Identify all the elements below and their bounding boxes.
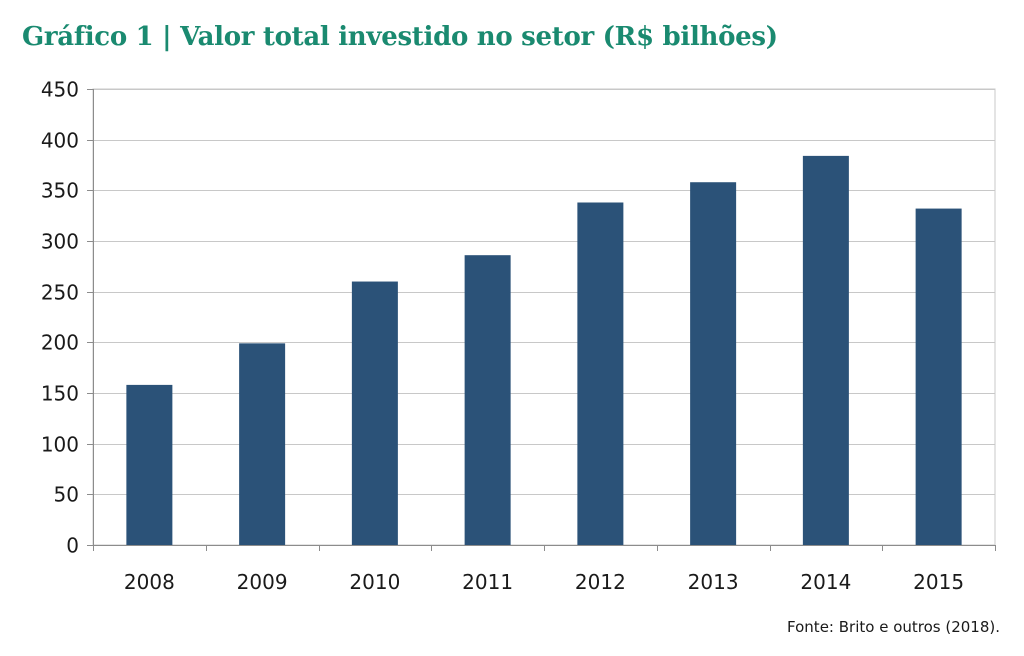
y-tick-labels: 0 50 100 150 200 250 300 350 400 450 (41, 78, 79, 558)
y-tick-label: 0 (66, 534, 79, 558)
gridlines (92, 88, 996, 546)
y-tick-label: 400 (41, 129, 79, 153)
bars (126, 155, 962, 546)
bar-2012 (577, 202, 624, 545)
x-tick-label: 2009 (237, 570, 288, 594)
x-tick-labels: 2008 2009 2010 2011 2012 2013 2014 2015 (124, 570, 964, 594)
y-tick-label: 150 (41, 382, 79, 406)
axes (87, 89, 996, 551)
bar-2009 (239, 343, 286, 545)
chart-title: Gráfico 1 | Valor total investido no set… (22, 22, 778, 52)
plot-border (92, 88, 996, 546)
bar-2015 (915, 208, 962, 545)
x-tick-label: 2013 (688, 570, 739, 594)
y-tick-label: 450 (41, 78, 79, 102)
y-tick-label: 100 (41, 433, 79, 457)
bar-2008 (126, 384, 173, 545)
x-tick-label: 2012 (575, 570, 626, 594)
bar-2011 (464, 255, 511, 546)
y-tick-label: 50 (54, 483, 79, 507)
y-tick-label: 200 (41, 331, 79, 355)
x-tick-label: 2011 (462, 570, 513, 594)
bar-2014 (802, 155, 849, 545)
y-tick-label: 250 (41, 281, 79, 305)
x-tick-label: 2015 (913, 570, 964, 594)
y-tick-label: 300 (41, 230, 79, 254)
source-note: Fonte: Brito e outros (2018). (787, 618, 1000, 636)
y-tick-label: 350 (41, 179, 79, 203)
x-tick-label: 2010 (349, 570, 400, 594)
bar-2010 (351, 281, 398, 545)
bar-2013 (690, 182, 737, 545)
x-tick-label: 2008 (124, 570, 175, 594)
x-tick-label: 2014 (800, 570, 851, 594)
